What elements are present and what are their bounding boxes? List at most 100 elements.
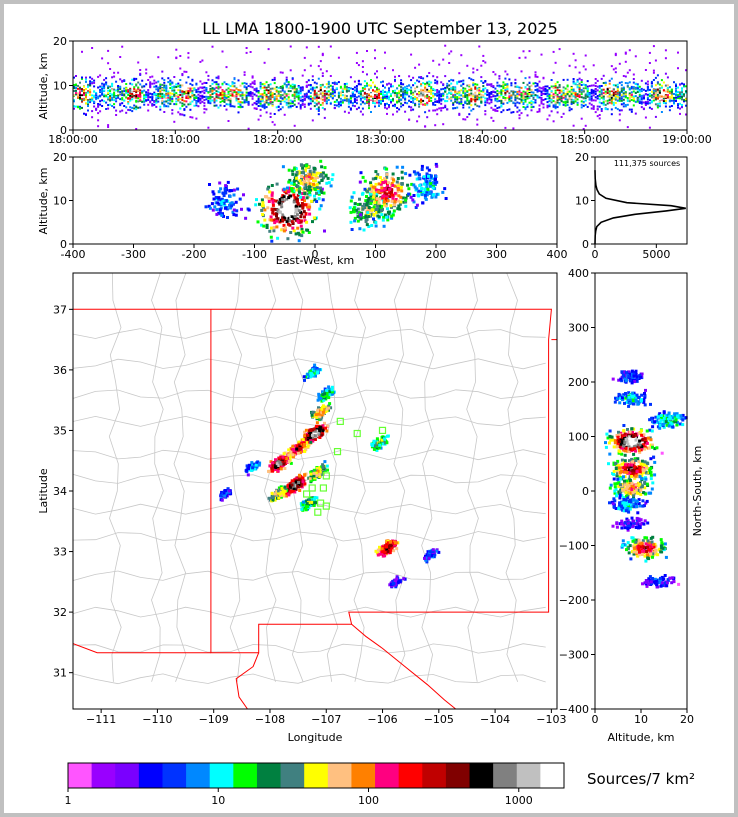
source-point xyxy=(558,89,561,92)
source-point xyxy=(203,104,206,107)
source-point xyxy=(572,92,575,95)
source-point xyxy=(306,372,310,376)
source-point xyxy=(510,84,513,87)
source-point xyxy=(622,89,625,92)
source-point xyxy=(675,89,677,92)
source-point xyxy=(508,98,511,100)
source-point xyxy=(157,93,160,95)
source-point xyxy=(301,89,304,92)
source-point xyxy=(99,110,102,113)
source-point xyxy=(638,88,641,91)
source-point xyxy=(372,194,376,197)
source-point xyxy=(165,105,168,108)
source-point xyxy=(316,368,320,372)
source-point xyxy=(147,103,150,106)
source-point xyxy=(522,92,525,95)
source-point xyxy=(402,200,406,204)
source-point xyxy=(396,189,400,193)
source-point xyxy=(302,180,306,183)
source-point xyxy=(406,102,409,105)
source-point xyxy=(440,102,443,105)
source-point xyxy=(237,98,240,101)
source-point xyxy=(622,95,625,98)
source-point xyxy=(356,207,360,211)
source-point xyxy=(347,98,350,101)
source-point xyxy=(388,95,390,98)
source-point xyxy=(504,126,507,129)
source-point xyxy=(219,97,222,100)
source-point xyxy=(544,85,547,88)
source-point xyxy=(436,76,439,79)
source-point xyxy=(298,204,302,208)
source-point xyxy=(620,99,623,102)
source-point xyxy=(540,87,543,90)
source-point xyxy=(388,87,390,90)
source-point xyxy=(293,99,296,102)
source-point xyxy=(281,198,285,202)
source-point xyxy=(548,97,551,100)
source-point xyxy=(534,71,537,74)
source-point xyxy=(359,217,363,221)
source-point xyxy=(103,95,106,98)
count-tick-label: 5000 xyxy=(642,248,670,261)
source-point xyxy=(323,90,326,92)
source-point xyxy=(673,98,675,101)
time-tick-label: 19:00:00 xyxy=(662,133,711,146)
source-point xyxy=(306,192,310,196)
source-point xyxy=(271,121,274,124)
source-point xyxy=(263,86,266,89)
source-point xyxy=(382,89,384,92)
source-point xyxy=(291,83,294,86)
source-point xyxy=(456,82,459,85)
source-point xyxy=(251,95,254,98)
source-point xyxy=(317,45,320,48)
source-point xyxy=(257,101,260,104)
source-point xyxy=(292,193,296,197)
source-point xyxy=(386,95,388,98)
source-point xyxy=(626,103,629,106)
source-point xyxy=(382,98,384,101)
source-point xyxy=(681,93,683,96)
source-point xyxy=(352,206,356,210)
source-point xyxy=(500,94,503,97)
source-point xyxy=(614,52,617,55)
source-point xyxy=(460,100,463,103)
source-point xyxy=(516,101,519,104)
source-point xyxy=(223,96,226,99)
source-point xyxy=(496,110,499,112)
source-point xyxy=(630,108,633,111)
source-point xyxy=(135,99,138,102)
source-point xyxy=(646,96,649,99)
source-point xyxy=(554,104,557,107)
source-point xyxy=(654,95,657,97)
source-point xyxy=(590,84,593,87)
source-point xyxy=(484,110,487,113)
source-point xyxy=(570,102,573,105)
source-point xyxy=(458,80,461,83)
source-point xyxy=(654,76,657,79)
source-point xyxy=(670,96,673,99)
source-point xyxy=(161,70,164,73)
source-point xyxy=(247,100,250,103)
source-point xyxy=(303,219,307,223)
source-point xyxy=(664,49,667,52)
source-point xyxy=(215,104,218,107)
source-point xyxy=(592,108,595,110)
source-point xyxy=(165,84,168,87)
source-point xyxy=(484,113,487,116)
source-point xyxy=(97,86,100,89)
source-point xyxy=(610,96,613,99)
source-point xyxy=(520,93,523,96)
source-point xyxy=(309,64,312,67)
source-point xyxy=(576,80,579,83)
source-point xyxy=(109,88,112,91)
source-point xyxy=(496,94,499,97)
source-point xyxy=(578,86,581,89)
source-point xyxy=(544,88,547,90)
source-point xyxy=(466,102,469,105)
source-point xyxy=(418,80,421,83)
source-point xyxy=(444,86,447,89)
source-point xyxy=(504,87,507,89)
source-point xyxy=(474,86,477,89)
source-point xyxy=(454,96,457,99)
